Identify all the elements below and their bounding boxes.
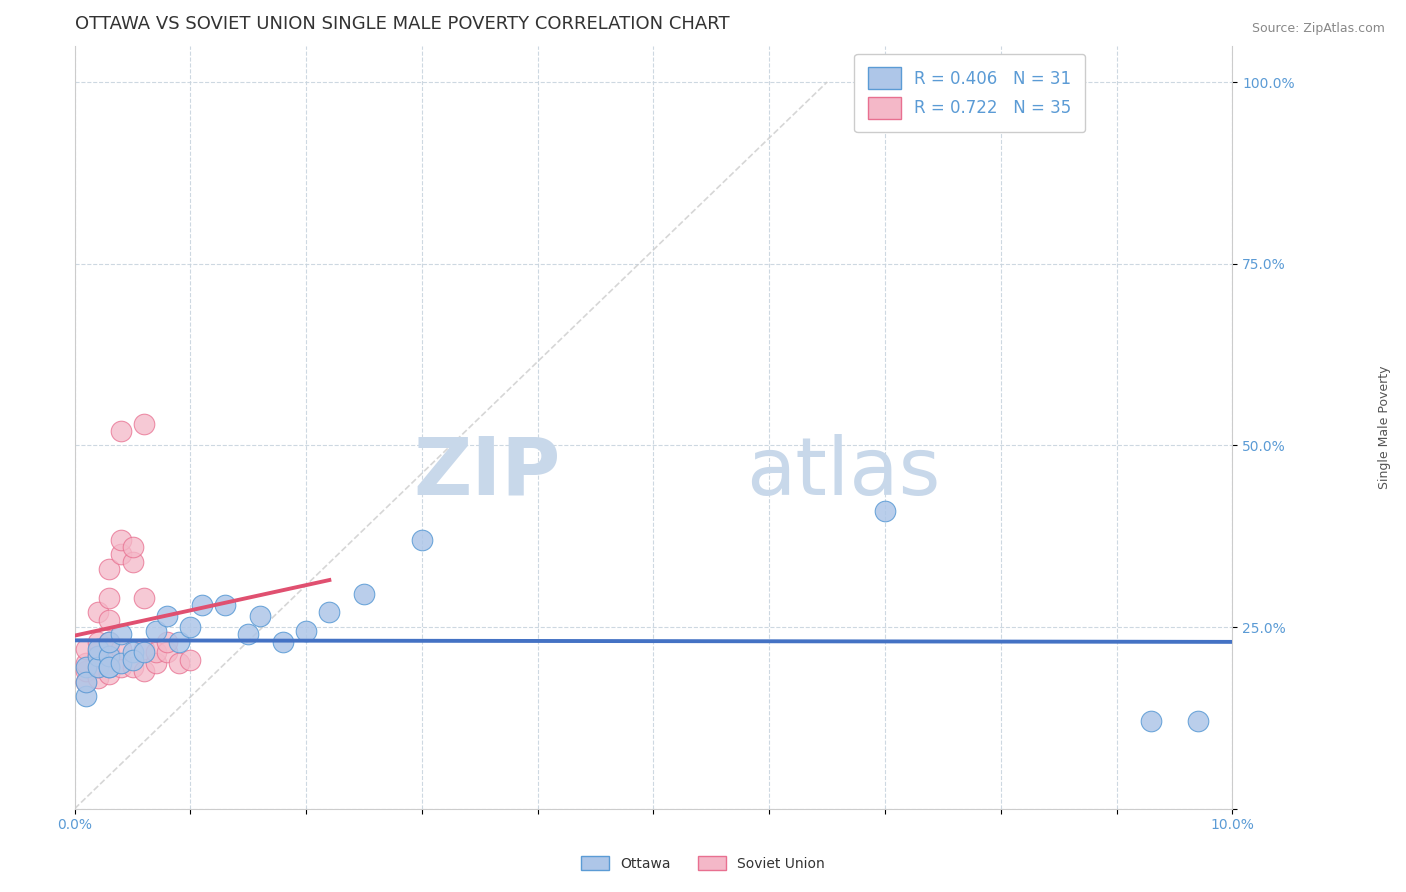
Point bbox=[121, 660, 143, 674]
Point bbox=[98, 634, 121, 648]
Point bbox=[145, 657, 167, 671]
Legend: R = 0.406   N = 31, R = 0.722   N = 35: R = 0.406 N = 31, R = 0.722 N = 35 bbox=[855, 54, 1085, 132]
Point bbox=[87, 641, 110, 656]
Point bbox=[179, 653, 201, 667]
Point bbox=[98, 649, 121, 664]
Point bbox=[75, 657, 97, 671]
Point bbox=[411, 533, 433, 547]
Point bbox=[75, 689, 97, 703]
Point bbox=[121, 540, 143, 554]
Text: Source: ZipAtlas.com: Source: ZipAtlas.com bbox=[1251, 22, 1385, 36]
Point bbox=[271, 634, 294, 648]
Point bbox=[318, 606, 340, 620]
Point bbox=[110, 641, 132, 656]
Point bbox=[87, 660, 110, 674]
Point bbox=[1140, 714, 1163, 729]
Point bbox=[98, 660, 121, 674]
Point bbox=[98, 667, 121, 681]
Point bbox=[110, 657, 132, 671]
Point bbox=[75, 674, 97, 689]
Point bbox=[98, 660, 121, 674]
Point bbox=[134, 417, 156, 431]
Point bbox=[238, 627, 260, 641]
Point bbox=[156, 634, 179, 648]
Point bbox=[156, 645, 179, 659]
Point bbox=[75, 641, 97, 656]
Point bbox=[353, 587, 375, 601]
Point bbox=[98, 634, 121, 648]
Point bbox=[167, 657, 190, 671]
Point bbox=[156, 609, 179, 624]
Point bbox=[167, 634, 190, 648]
Text: atlas: atlas bbox=[747, 434, 941, 512]
Point bbox=[75, 664, 97, 678]
Point bbox=[295, 624, 318, 638]
Point bbox=[110, 627, 132, 641]
Point bbox=[87, 606, 110, 620]
Text: ZIP: ZIP bbox=[413, 434, 561, 512]
Point bbox=[873, 504, 896, 518]
Y-axis label: Single Male Poverty: Single Male Poverty bbox=[1378, 366, 1391, 489]
Point bbox=[75, 660, 97, 674]
Point bbox=[98, 613, 121, 627]
Point bbox=[98, 657, 121, 671]
Point bbox=[145, 624, 167, 638]
Point bbox=[134, 641, 156, 656]
Point bbox=[121, 645, 143, 659]
Point bbox=[179, 620, 201, 634]
Point bbox=[214, 598, 236, 612]
Point bbox=[1187, 714, 1209, 729]
Point bbox=[87, 649, 110, 664]
Point bbox=[134, 645, 156, 659]
Point bbox=[87, 660, 110, 674]
Point bbox=[87, 671, 110, 685]
Point bbox=[145, 645, 167, 659]
Point bbox=[98, 562, 121, 576]
Point bbox=[134, 591, 156, 605]
Point bbox=[134, 664, 156, 678]
Point bbox=[110, 660, 132, 674]
Point bbox=[110, 533, 132, 547]
Point bbox=[121, 653, 143, 667]
Point bbox=[110, 424, 132, 438]
Point bbox=[75, 674, 97, 689]
Point bbox=[98, 591, 121, 605]
Point bbox=[191, 598, 214, 612]
Point bbox=[110, 547, 132, 561]
Point bbox=[87, 649, 110, 664]
Point bbox=[98, 645, 121, 659]
Legend: Ottawa, Soviet Union: Ottawa, Soviet Union bbox=[575, 850, 831, 876]
Text: OTTAWA VS SOVIET UNION SINGLE MALE POVERTY CORRELATION CHART: OTTAWA VS SOVIET UNION SINGLE MALE POVER… bbox=[75, 15, 730, 33]
Point bbox=[249, 609, 271, 624]
Point bbox=[87, 634, 110, 648]
Point bbox=[121, 555, 143, 569]
Point bbox=[87, 645, 110, 659]
